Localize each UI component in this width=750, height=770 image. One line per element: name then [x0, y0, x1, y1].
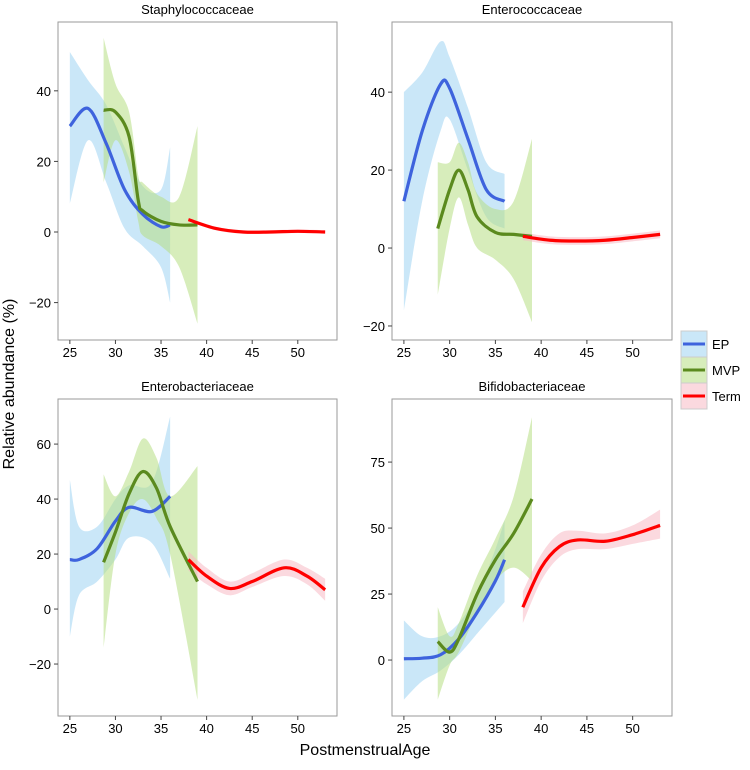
- y-tick-label: −20: [363, 319, 385, 334]
- x-tick-label: 30: [442, 721, 456, 736]
- facet-panel: Enterococcaceae 25 30 35 40 45 50 −20 0 20 40: [363, 2, 673, 360]
- confidence-band-mvp: [437, 138, 532, 323]
- y-tick-label: 0: [44, 602, 51, 617]
- y-tick-label: 40: [37, 492, 51, 507]
- x-tick-label: 25: [397, 345, 411, 360]
- trend-line-term: [521, 523, 661, 608]
- x-tick-label: 25: [63, 721, 77, 736]
- trend-line-term: [187, 218, 326, 234]
- y-tick-label: −20: [29, 296, 51, 311]
- facet-title: Bifidobacteriaceae: [479, 379, 586, 394]
- trend-line-mvp: [103, 107, 198, 227]
- facet-title: Staphylococcaceae: [141, 2, 254, 17]
- y-tick-label: 20: [37, 547, 51, 562]
- x-tick-label: 40: [534, 345, 548, 360]
- confidence-band-ep: [403, 520, 505, 700]
- x-tick-label: 45: [580, 345, 594, 360]
- trend-line-term: [522, 232, 661, 243]
- legend-label: Term: [712, 389, 741, 404]
- facet-title: Enterobacteriaceae: [141, 379, 254, 394]
- x-tick-label: 40: [534, 721, 548, 736]
- x-tick-label: 25: [63, 345, 77, 360]
- y-axis-label: Relative abundance (%): [1, 299, 18, 470]
- y-tick-label: 40: [371, 85, 385, 100]
- y-tick-label: 40: [37, 84, 51, 99]
- confidence-band-mvp: [103, 438, 198, 700]
- x-tick-label: 50: [625, 345, 639, 360]
- facet-panel: Staphylococcaceae 25 30 35 40 45 50 −20 0 20 40: [29, 2, 338, 360]
- x-tick-label: 45: [245, 721, 259, 736]
- y-tick-label: 75: [371, 455, 385, 470]
- trend-line-ep: [69, 495, 172, 562]
- x-tick-label: 35: [488, 721, 502, 736]
- confidence-band-term: [188, 551, 326, 601]
- legend-label: MVP: [712, 363, 740, 378]
- x-tick-label: 35: [154, 721, 168, 736]
- y-tick-label: 0: [44, 225, 51, 240]
- confidence-band-mvp: [103, 37, 198, 324]
- trend-line-mvp: [102, 469, 199, 583]
- x-axis-label: PostmenstrualAge: [300, 742, 431, 759]
- facet-panel: Bifidobacteriaceae 25 30 35 40 45 50 0 25 50 75: [371, 379, 673, 736]
- x-tick-label: 50: [291, 721, 305, 736]
- trend-line-ep: [402, 78, 506, 203]
- x-tick-label: 35: [488, 345, 502, 360]
- y-tick-label: 25: [371, 587, 385, 602]
- x-tick-label: 50: [291, 345, 305, 360]
- legend-item-term: Term: [680, 382, 741, 410]
- x-tick-label: 30: [108, 721, 122, 736]
- x-tick-label: 30: [442, 345, 456, 360]
- y-tick-label: −20: [29, 657, 51, 672]
- x-tick-label: 45: [245, 345, 259, 360]
- y-tick-label: 0: [378, 653, 385, 668]
- legend: EP MVP Term: [680, 330, 741, 410]
- y-tick-label: 50: [371, 521, 385, 536]
- trend-line-term: [187, 558, 327, 592]
- facet-panel: Enterobacteriaceae 25 30 35 40 45 50 −20 0 20 40 60: [29, 379, 338, 736]
- x-tick-label: 30: [108, 345, 122, 360]
- facet-title: Enterococcaceae: [482, 2, 582, 17]
- x-tick-label: 40: [199, 345, 213, 360]
- y-tick-label: 20: [371, 163, 385, 178]
- x-tick-label: 50: [625, 721, 639, 736]
- legend-item-mvp: MVP: [680, 356, 740, 384]
- y-tick-label: 20: [37, 154, 51, 169]
- y-tick-label: 0: [378, 241, 385, 256]
- y-tick-label: 60: [37, 437, 51, 452]
- trend-line-mvp: [436, 168, 533, 238]
- x-tick-label: 40: [199, 721, 213, 736]
- trend-line-ep: [68, 106, 171, 229]
- x-tick-label: 25: [397, 721, 411, 736]
- legend-label: EP: [712, 337, 729, 352]
- x-tick-label: 45: [580, 721, 594, 736]
- x-tick-label: 35: [154, 345, 168, 360]
- legend-item-ep: EP: [680, 330, 729, 358]
- trend-line-mvp: [436, 498, 534, 654]
